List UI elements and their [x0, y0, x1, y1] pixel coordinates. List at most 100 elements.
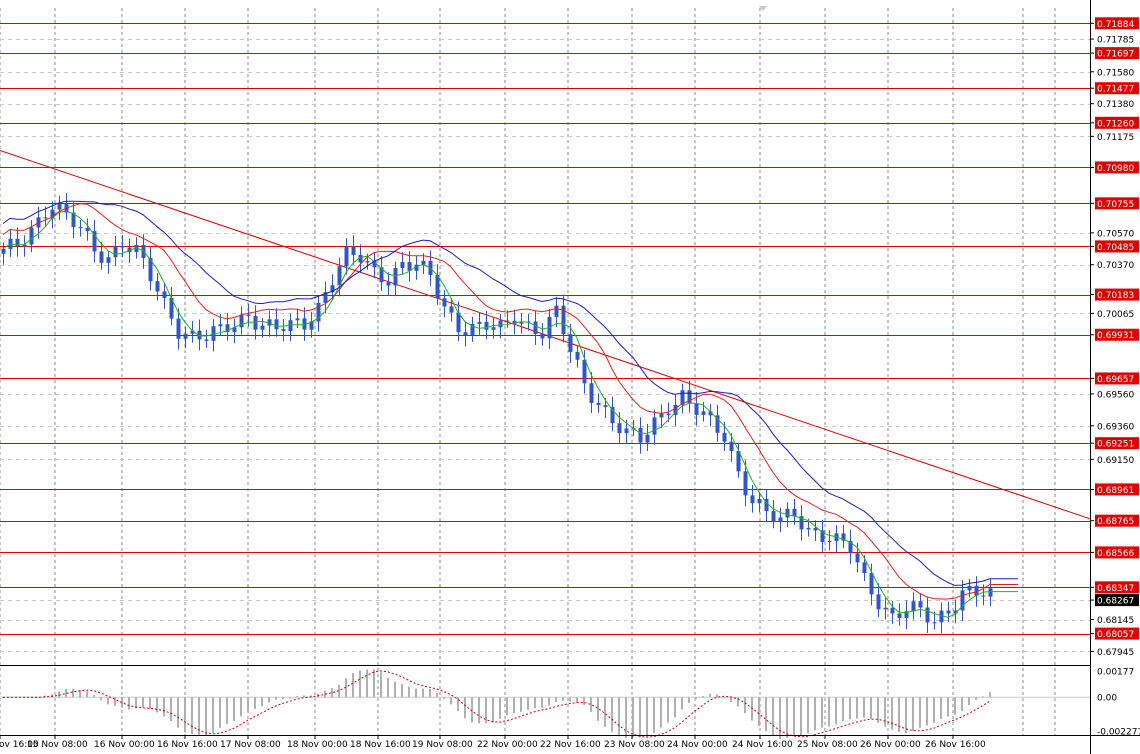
- oscillator-bar: [37, 697, 39, 698]
- oscillator-bar: [611, 697, 613, 732]
- candle-body: [148, 257, 153, 282]
- candle: [435, 264, 440, 305]
- sr-price-badge: [1095, 581, 1139, 594]
- oscillator-bar: [772, 697, 774, 737]
- scroll-marker-icon[interactable]: [759, 6, 767, 11]
- candle: [463, 321, 468, 347]
- oscillator-bar: [625, 697, 627, 739]
- oscillator-bar: [695, 697, 697, 699]
- oscillator-bar: [296, 696, 298, 698]
- candle-body: [519, 322, 524, 324]
- candle-body: [372, 261, 377, 268]
- candle: [477, 312, 482, 335]
- candle-body: [323, 292, 328, 303]
- oscillator-bar: [65, 688, 67, 698]
- candle-body: [624, 428, 629, 434]
- candle-body: [106, 257, 111, 263]
- oscillator-bar: [975, 697, 977, 700]
- candle-body: [120, 246, 125, 248]
- candle-body: [715, 415, 720, 433]
- candle-body: [246, 314, 251, 316]
- oscillator-bar: [457, 697, 459, 712]
- oscillator-bar: [947, 697, 949, 717]
- oscillator-bar: [373, 669, 375, 698]
- candle-body: [358, 254, 363, 263]
- oscillator-bar: [282, 697, 284, 700]
- candle-body: [876, 594, 881, 610]
- candle: [638, 417, 643, 454]
- oscillator-bar: [555, 697, 557, 702]
- oscillator-bar: [401, 683, 403, 698]
- candle: [869, 563, 874, 606]
- candle: [519, 313, 524, 334]
- candle-body: [162, 291, 167, 298]
- y-tick-label: 0.71697: [1097, 50, 1134, 60]
- y-tick-label: 0.70755: [1097, 200, 1134, 210]
- y-tick-label: 0.71580: [1097, 68, 1134, 78]
- y-tick-label: 0.70370: [1097, 261, 1134, 271]
- candle-body: [57, 204, 62, 210]
- candle: [148, 247, 153, 291]
- candle: [99, 241, 104, 270]
- price-axis[interactable]: 0.71884 0.71785 0.71697 0.71580 0.71477 0.713…: [1090, 17, 1140, 738]
- oscillator-bar: [639, 697, 641, 738]
- oscillator-bar: [331, 688, 333, 698]
- oscillator-bar: [443, 697, 445, 700]
- candle: [162, 282, 167, 309]
- oscillator-bar: [492, 697, 494, 723]
- candle-body: [582, 359, 587, 384]
- trendline[interactable]: [0, 150, 1091, 520]
- oscillator-bar: [58, 691, 60, 698]
- candle-body: [652, 417, 657, 435]
- oscillator-bar: [268, 697, 270, 703]
- candle: [827, 530, 832, 551]
- candle: [750, 484, 755, 513]
- candle: [715, 404, 720, 442]
- candle-body: [78, 227, 83, 229]
- oscillator-bar: [499, 697, 501, 719]
- oscillator-bar: [44, 695, 46, 698]
- candle-body: [638, 428, 643, 443]
- oscillator-bar: [422, 688, 424, 698]
- candle-body: [232, 327, 237, 333]
- oscillator-bar: [793, 697, 795, 736]
- candle: [918, 593, 923, 618]
- candle-body: [701, 411, 706, 415]
- candle: [967, 578, 972, 598]
- candle: [379, 256, 384, 291]
- candle: [22, 235, 27, 257]
- x-tick-label: 26 Nov 00:00: [860, 740, 921, 750]
- candle: [309, 312, 314, 338]
- candle-body: [498, 320, 503, 328]
- candle: [771, 499, 776, 529]
- candle: [652, 409, 657, 445]
- candle-body: [918, 601, 923, 608]
- candle-body: [666, 413, 671, 416]
- candle: [288, 313, 293, 342]
- candle-body: [50, 209, 55, 219]
- candle-body: [330, 285, 335, 293]
- x-tick-label: 24 Nov 16:00: [732, 740, 793, 750]
- oscillator-bar: [9, 697, 11, 698]
- candle: [239, 306, 244, 335]
- candle: [211, 319, 216, 352]
- candle-body: [29, 227, 34, 245]
- oscillator-bar: [926, 697, 928, 726]
- candle: [316, 295, 321, 332]
- oscillator-bar: [436, 693, 438, 698]
- oscillator-bar: [562, 697, 564, 701]
- candle: [71, 202, 76, 239]
- candle-body: [946, 610, 951, 614]
- x-tick-label: 18 Nov 16:00: [350, 740, 411, 750]
- candle: [603, 398, 608, 419]
- x-tick-label: 14 Nov 16:00: [0, 740, 39, 750]
- candle: [988, 578, 993, 607]
- candle: [253, 305, 258, 340]
- y-tick-label: 0.71477: [1097, 85, 1134, 95]
- ma-fast-line: [2, 210, 1018, 618]
- candle-body: [351, 246, 356, 255]
- oscillator-bar: [856, 697, 858, 719]
